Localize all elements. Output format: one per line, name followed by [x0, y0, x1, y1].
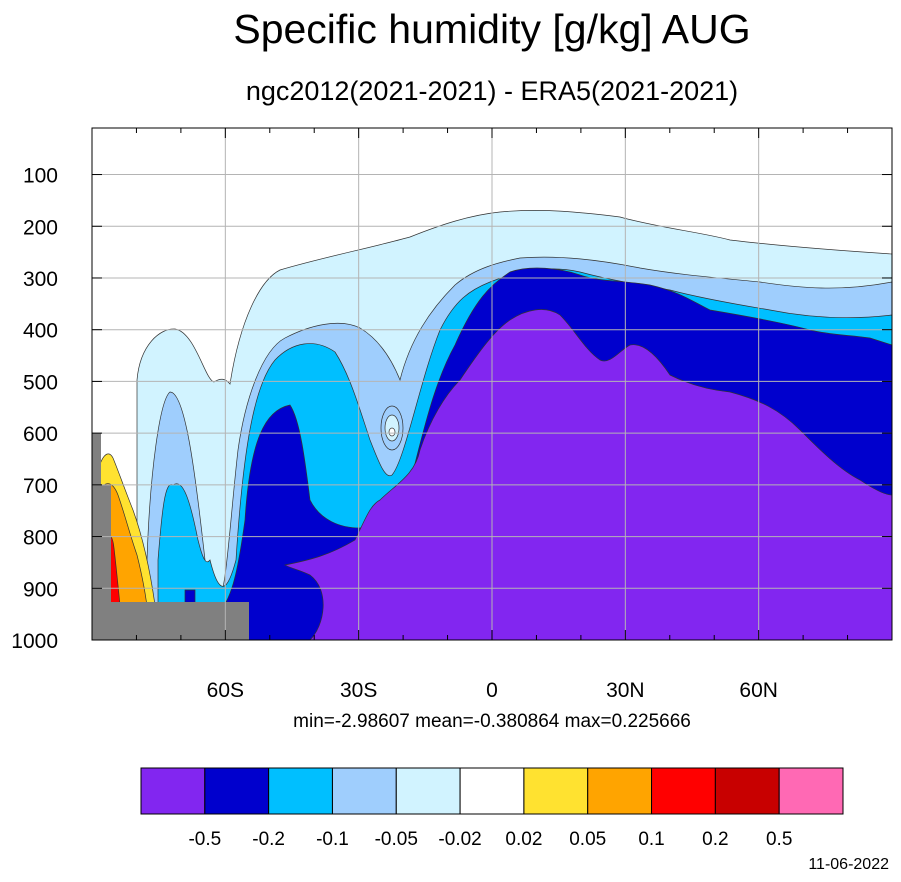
- colorbar-swatch: [204, 767, 270, 815]
- x-tick-label: 60N: [739, 679, 778, 702]
- y-tick-labels: 100 200 300 400 500 600 700 800 900 1000: [11, 165, 58, 653]
- y-tick-label: 400: [23, 320, 58, 343]
- x-tick-label: 60S: [207, 679, 244, 702]
- colorbar-level-label: 0.1: [638, 829, 664, 850]
- x-tick-label: 30N: [606, 679, 645, 702]
- colorbar-swatch: [523, 767, 589, 815]
- colorbar-swatch: [587, 767, 653, 815]
- y-tick-label: 600: [23, 423, 58, 446]
- colorbar: -0.5 -0.2 -0.1 -0.05 -0.02 0.02 0.05 0.1 0.2 0.5: [140, 767, 844, 850]
- y-tick-label: 300: [23, 268, 58, 291]
- colorbar-level-label: -0.1: [316, 829, 349, 850]
- colorbar-level-label: -0.5: [188, 829, 221, 850]
- y-tick-label: 200: [23, 216, 58, 239]
- colorbar-swatch: [395, 767, 461, 815]
- tick-marks: [92, 128, 892, 641]
- x-tick-labels: 60S 30S 0 30N 60N: [207, 679, 778, 702]
- y-tick-label: 700: [23, 475, 58, 498]
- colorbar-level-label: 0.02: [505, 829, 542, 850]
- colorbar-level-label: 0.2: [702, 829, 728, 850]
- stats-line: min=-2.98607 mean=-0.380864 max=0.225666: [293, 711, 691, 732]
- y-tick-label: 800: [23, 527, 58, 550]
- colorbar-swatch: [331, 767, 397, 815]
- colorbar-level-label: -0.2: [252, 829, 285, 850]
- date-stamp: 11-06-2022: [808, 856, 889, 873]
- y-tick-label: 900: [23, 578, 58, 601]
- colorbar-swatch: [268, 767, 333, 815]
- topography-mask: [92, 433, 249, 640]
- colorbar-level-label: 0.5: [766, 829, 792, 850]
- colorbar-swatch: [778, 767, 844, 815]
- colorbar-swatch: [651, 767, 716, 815]
- y-tick-label: 1000: [11, 630, 58, 653]
- grid-lines: [92, 128, 892, 640]
- contour-field: [92, 128, 892, 640]
- x-tick-label: 30S: [340, 679, 377, 702]
- chart-subtitle: ngc2012(2021-2021) - ERA5(2021-2021): [245, 76, 739, 106]
- colorbar-swatch: [714, 767, 780, 815]
- colorbar-level-label: 0.05: [569, 829, 606, 850]
- y-tick-label: 100: [23, 165, 58, 188]
- x-tick-label: 0: [486, 679, 498, 702]
- colorbar-swatch: [459, 767, 525, 815]
- colorbar-swatch: [140, 767, 206, 815]
- y-tick-label: 500: [23, 371, 58, 394]
- contour-band-lt-minus0.5: [284, 309, 892, 640]
- colorbar-level-label: -0.05: [375, 829, 418, 850]
- pocket-near-zero: [388, 427, 396, 437]
- chart-title: Specific humidity [g/kg] AUG: [233, 6, 751, 52]
- colorbar-level-label: -0.02: [438, 829, 481, 850]
